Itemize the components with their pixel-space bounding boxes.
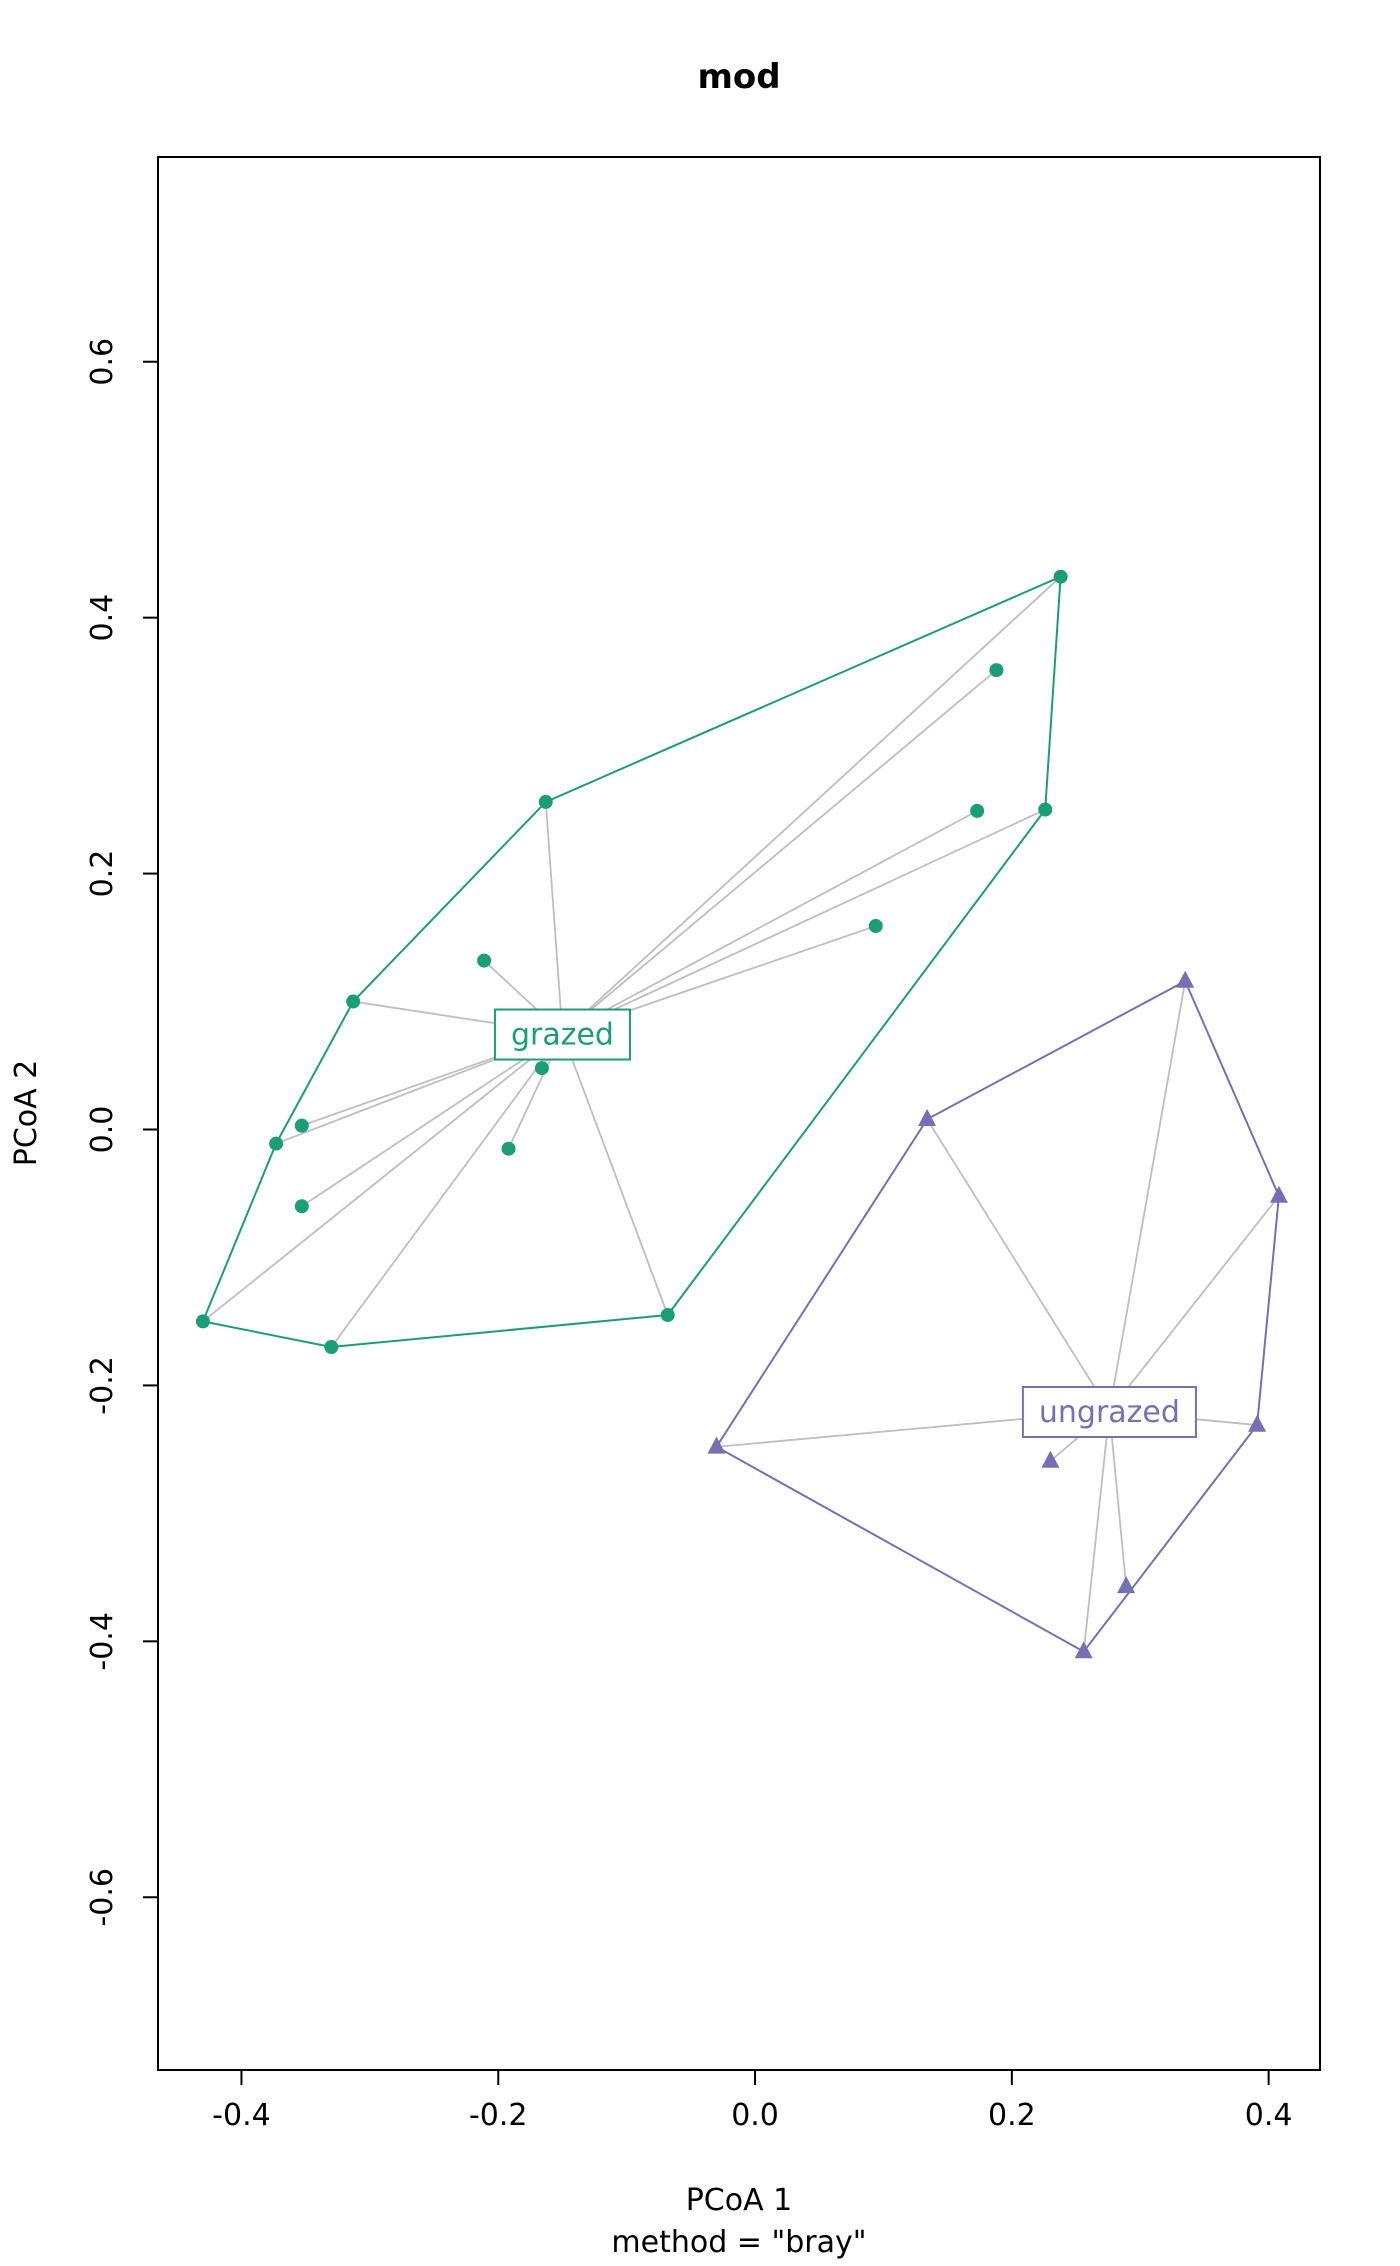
point-grazed-2 <box>538 794 553 809</box>
spider-grazed-1 <box>561 669 998 1035</box>
y-tick-label: 0.6 <box>85 338 120 386</box>
point-grazed-8 <box>534 1061 549 1076</box>
point-grazed-12 <box>294 1199 309 1214</box>
x-axis: -0.4 -0.2 0.0 0.2 0.4 <box>212 2069 1293 2133</box>
y-tick-label: 0.4 <box>85 594 120 642</box>
group-label-box-grazed <box>493 1008 631 1061</box>
spider-lines <box>202 576 1280 1652</box>
spider-grazed-15 <box>561 1033 669 1316</box>
point-grazed-6 <box>477 953 492 968</box>
point-grazed-4 <box>1038 802 1053 817</box>
point-ungrazed-1 <box>918 1108 937 1126</box>
chart-subtitle: method = "bray" <box>611 2225 866 2260</box>
point-grazed-5 <box>868 919 883 934</box>
chart-title: mod <box>697 57 780 97</box>
group-labels: grazed ungrazed <box>493 1008 1197 1439</box>
hull-grazed <box>201 575 1062 1349</box>
point-grazed-1 <box>989 663 1004 678</box>
spider-grazed-2 <box>544 801 564 1034</box>
x-tick-label: -0.2 <box>469 2098 528 2133</box>
y-axis-label: PCoA 2 <box>9 1060 44 1167</box>
point-grazed-14 <box>324 1340 339 1355</box>
x-tick-label: -0.4 <box>212 2098 271 2133</box>
point-ungrazed-5 <box>1041 1450 1060 1468</box>
point-ungrazed-0 <box>1176 970 1195 988</box>
x-tick-label: 0.0 <box>731 2098 779 2133</box>
x-tick-label: 0.2 <box>988 2098 1036 2133</box>
y-tick-label: 0.2 <box>85 850 120 898</box>
y-axis: -0.6 -0.4 -0.2 0.0 0.2 0.4 0.6 <box>85 338 159 1927</box>
y-tick-label: -0.6 <box>85 1868 120 1927</box>
spider-grazed-4 <box>562 808 1046 1035</box>
point-grazed-0 <box>1053 569 1068 584</box>
y-tick-label: 0.0 <box>85 1106 120 1154</box>
point-grazed-10 <box>269 1136 284 1151</box>
point-ungrazed-7 <box>1074 1641 1093 1659</box>
point-grazed-7 <box>346 994 361 1009</box>
spider-ungrazed-2 <box>1108 1195 1280 1412</box>
point-grazed-11 <box>501 1141 516 1156</box>
point-grazed-9 <box>294 1118 309 1133</box>
spider-ungrazed-0 <box>1108 980 1187 1412</box>
spider-grazed-3 <box>562 810 978 1035</box>
y-tick-label: -0.2 <box>85 1356 120 1415</box>
spider-ungrazed-1 <box>926 1118 1111 1412</box>
spider-grazed-13 <box>202 1032 564 1323</box>
point-ungrazed-6 <box>1117 1576 1136 1594</box>
point-grazed-15 <box>660 1308 675 1323</box>
group-label-box-ungrazed <box>1021 1386 1197 1439</box>
plot-frame <box>157 156 1321 2071</box>
group-label-ungrazed: ungrazed <box>1039 1395 1180 1430</box>
hull-ungrazed <box>715 979 1280 1653</box>
point-ungrazed-3 <box>1248 1414 1267 1432</box>
x-tick-label: 0.4 <box>1245 2098 1293 2133</box>
spider-grazed-14 <box>330 1032 564 1348</box>
spider-grazed-12 <box>301 1032 563 1208</box>
spider-grazed-0 <box>561 576 1062 1035</box>
spider-ungrazed-6 <box>1108 1410 1128 1587</box>
spider-ungrazed-7 <box>1082 1410 1111 1652</box>
point-ungrazed-4 <box>707 1436 726 1454</box>
point-grazed-3 <box>970 803 985 818</box>
y-tick-label: -0.4 <box>85 1612 120 1671</box>
point-grazed-13 <box>195 1314 210 1329</box>
group-label-grazed: grazed <box>511 1018 614 1053</box>
x-axis-label: PCoA 1 <box>686 2183 793 2218</box>
data-points <box>195 569 1288 1659</box>
point-ungrazed-2 <box>1269 1185 1288 1203</box>
